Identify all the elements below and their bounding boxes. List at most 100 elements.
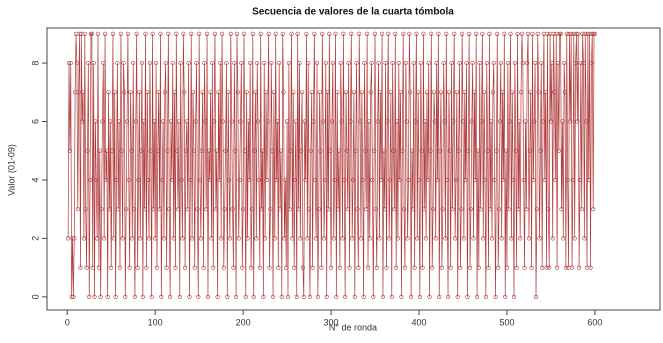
data-point <box>289 31 294 36</box>
data-point <box>457 60 462 66</box>
data-point <box>439 265 444 270</box>
data-point <box>427 294 432 299</box>
data-point <box>357 119 363 124</box>
data-point <box>531 177 536 183</box>
data-point <box>430 207 436 212</box>
data-point <box>251 294 256 299</box>
data-point <box>268 207 273 212</box>
data-point <box>182 90 187 95</box>
data-point <box>587 31 592 36</box>
data-point <box>469 119 474 124</box>
data-point <box>361 294 366 299</box>
data-point <box>359 90 364 95</box>
data-point <box>518 236 523 241</box>
data-point <box>483 294 488 299</box>
data-point <box>125 31 131 36</box>
data-point <box>186 60 191 66</box>
data-point <box>592 31 598 36</box>
data-point <box>219 31 225 36</box>
data-point <box>394 119 400 124</box>
data-point <box>399 294 404 299</box>
data-point <box>303 177 308 183</box>
data-point <box>286 60 291 66</box>
data-point <box>204 207 209 212</box>
data-point <box>363 148 368 153</box>
data-point <box>441 60 446 66</box>
data-point <box>533 60 538 66</box>
plot-box <box>46 27 661 311</box>
data-point <box>520 60 525 66</box>
data-point <box>508 31 513 36</box>
data-point <box>196 294 201 299</box>
data-point <box>174 31 179 36</box>
data-point <box>523 119 528 124</box>
data-point <box>143 31 148 36</box>
data-point <box>141 119 146 124</box>
data-point <box>512 60 517 66</box>
data-point <box>393 31 398 36</box>
data-point <box>146 177 151 183</box>
data-point <box>216 90 221 95</box>
data-point <box>158 31 163 36</box>
data-point <box>462 90 467 95</box>
data-point <box>136 177 141 183</box>
data-point <box>443 236 448 241</box>
y-tick-label: 8 <box>30 61 40 66</box>
data-point <box>446 90 452 95</box>
data-point <box>517 119 522 124</box>
data-point <box>444 31 449 36</box>
data-point <box>197 177 203 183</box>
data-point <box>563 265 568 270</box>
x-tick-label: 0 <box>65 317 70 327</box>
data-point <box>407 31 412 36</box>
data-point <box>388 90 393 95</box>
data-point <box>485 148 490 153</box>
data-point <box>534 207 539 212</box>
data-point <box>147 60 152 66</box>
data-point <box>423 119 428 124</box>
data-point <box>555 265 560 270</box>
data-point <box>219 236 224 241</box>
data-point <box>326 207 331 212</box>
data-point <box>350 236 355 241</box>
data-point <box>403 60 408 66</box>
data-point <box>178 60 183 66</box>
data-point <box>437 294 442 299</box>
data-point <box>544 265 549 270</box>
data-point <box>424 90 430 95</box>
data-point <box>299 90 305 95</box>
data-point <box>127 265 132 270</box>
data-point <box>137 90 142 95</box>
data-point <box>461 236 466 241</box>
data-point <box>489 119 494 124</box>
data-point <box>95 236 100 241</box>
data-point <box>192 265 197 270</box>
data-point <box>364 207 369 212</box>
data-point <box>524 207 529 212</box>
data-point <box>527 148 532 153</box>
data-point <box>188 177 193 183</box>
data-point <box>314 60 320 66</box>
data-point <box>539 60 544 66</box>
data-point <box>215 294 220 299</box>
data-point <box>306 60 311 66</box>
data-point <box>154 265 160 270</box>
data-point <box>329 119 335 124</box>
data-point <box>414 31 419 36</box>
data-point <box>453 177 459 183</box>
data-point <box>482 90 487 95</box>
data-point <box>117 119 122 124</box>
data-point <box>246 119 251 124</box>
data-point <box>382 207 387 212</box>
data-point <box>169 177 174 183</box>
data-point <box>378 90 383 95</box>
data-point <box>561 236 566 241</box>
data-point <box>417 294 423 299</box>
data-point <box>104 148 109 153</box>
data-point <box>519 31 525 36</box>
data-point <box>270 294 276 299</box>
data-point <box>113 294 118 299</box>
data-point <box>77 31 82 36</box>
data-point <box>276 265 281 270</box>
data-point <box>241 207 246 212</box>
